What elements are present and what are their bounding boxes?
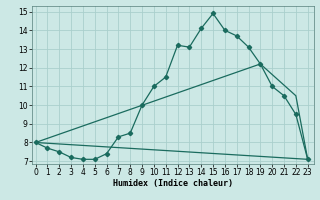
X-axis label: Humidex (Indice chaleur): Humidex (Indice chaleur) [113,179,233,188]
